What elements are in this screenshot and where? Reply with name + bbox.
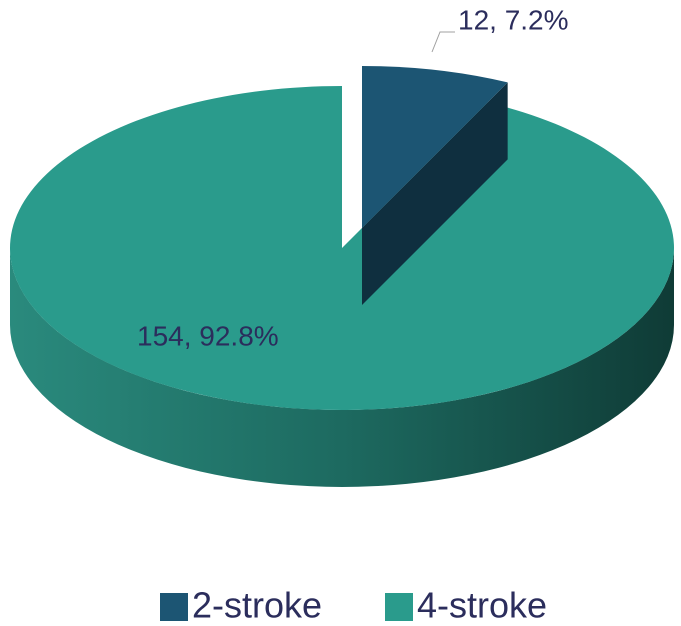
legend-label: 2-stroke [192, 585, 322, 626]
data-label: 154, 92.8% [137, 320, 279, 351]
slice-top [362, 66, 508, 228]
slice-side [10, 248, 674, 487]
legend-swatch [385, 593, 413, 621]
legend-label: 4-stroke [417, 585, 547, 626]
leader-line [431, 31, 455, 53]
legend: 2-stroke 4-stroke [160, 585, 547, 626]
slice-top [9, 86, 674, 411]
slice [9, 86, 674, 487]
data-label: 12, 7.2% [458, 4, 569, 35]
slice-face [362, 82, 508, 305]
pie: 12, 7.2% 154, 92.8% [9, 4, 674, 487]
legend-swatch [160, 593, 188, 621]
slice [362, 66, 508, 305]
